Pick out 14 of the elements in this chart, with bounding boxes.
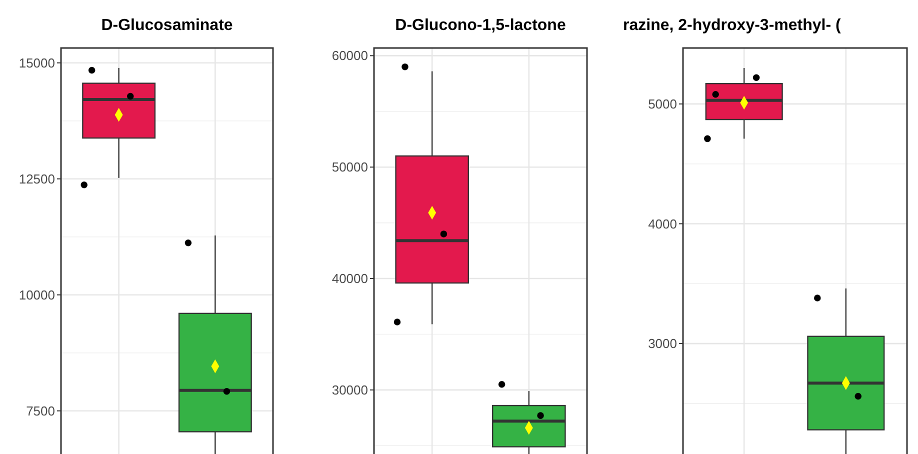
y-tick-label: 10000 — [18, 287, 55, 302]
y-tick-label: 30000 — [332, 382, 368, 398]
y-tick-label: 40000 — [332, 271, 368, 286]
y-tick-label: 3000 — [648, 336, 677, 352]
y-tick-label: 12500 — [18, 171, 55, 186]
y-tick-label: 4000 — [648, 216, 677, 232]
y-tick-label: 60000 — [332, 48, 368, 64]
y-tick-label: 5000 — [648, 96, 677, 112]
y-tick-label: 15000 — [18, 55, 55, 70]
y-tick-label: 50000 — [332, 160, 368, 175]
chart-title: razine, 2-hydroxy-3-methyl- ( — [623, 17, 842, 34]
chart-title: D-Glucono-1,5-lactone — [395, 17, 566, 34]
y-tick-label: 7500 — [26, 403, 55, 418]
chart-title: D-Glucosaminate — [101, 17, 233, 34]
